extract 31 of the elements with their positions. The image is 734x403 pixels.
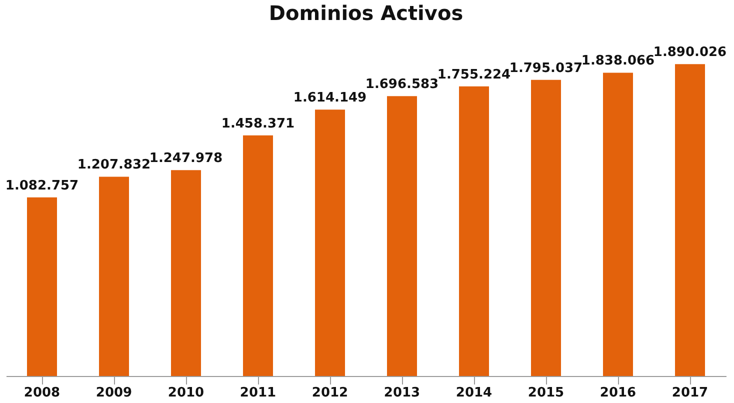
x-tick-label: 2016 [600,386,636,400]
x-tick-label: 2011 [240,386,276,400]
data-label: 1.207.832 [77,158,151,173]
bar [459,86,489,376]
x-tick-label: 2015 [528,386,564,400]
bar [315,110,345,376]
data-label: 1.795.037 [509,60,583,76]
x-tick-label: 2009 [96,386,132,400]
x-tick-label: 2008 [24,386,60,400]
data-label: 1.247.978 [149,151,223,166]
data-label: 1.838.066 [581,54,655,69]
bar [531,80,561,376]
x-tick-label: 2012 [312,386,348,400]
bar [99,176,129,376]
bar [675,64,705,376]
data-label: 1.890.026 [653,45,727,60]
bar [387,96,417,376]
x-tick-label: 2013 [384,386,420,400]
data-label: 1.458.371 [221,116,295,132]
x-tick-label: 2014 [456,386,492,400]
data-label: 1.082.757 [5,178,79,194]
data-label: 1.696.583 [365,77,439,92]
bar [243,135,273,376]
bar [171,170,201,376]
data-label: 1.755.224 [437,67,511,82]
x-tick-label: 2010 [168,386,204,400]
bar [603,72,633,376]
x-tick-label: 2017 [672,386,708,400]
bar [27,197,57,376]
data-label: 1.614.149 [293,90,367,106]
chart-title: Dominios Activos [268,1,464,25]
